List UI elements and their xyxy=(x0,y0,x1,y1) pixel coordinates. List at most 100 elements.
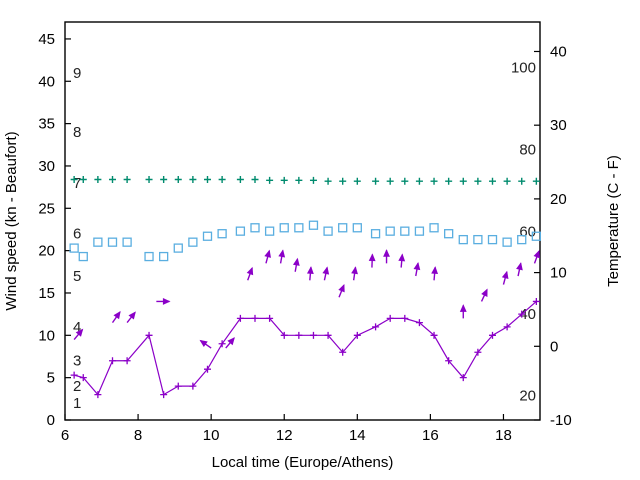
y-tick-label-left: 45 xyxy=(38,31,55,48)
pressure-point xyxy=(372,177,380,185)
y-tick-label-right: 30 xyxy=(550,117,567,134)
temperature-point xyxy=(144,251,154,262)
wind-speed-point xyxy=(489,331,496,339)
wind-arrow-head xyxy=(128,311,136,320)
wind-arrow xyxy=(351,266,358,281)
wind-arrow-head xyxy=(501,270,509,280)
wind-arrow-head xyxy=(431,266,439,275)
fahrenheit-label: 80 xyxy=(519,142,536,159)
x-tick-label: 8 xyxy=(134,427,142,444)
wind-speed-point xyxy=(280,331,288,339)
temperature-point xyxy=(414,226,425,236)
pressure-point xyxy=(123,176,131,184)
wind-speed-point xyxy=(236,314,244,322)
y-tick-label-left: 5 xyxy=(47,370,55,387)
beaufort-label: 2 xyxy=(73,378,81,395)
x-tick-label: 10 xyxy=(203,427,220,444)
wind-arrow-head xyxy=(338,284,345,293)
temperature-point xyxy=(217,229,227,239)
wind-arrow xyxy=(383,249,390,264)
wind-arrow xyxy=(322,266,330,281)
pressure-point xyxy=(174,176,182,184)
wind-speed-point xyxy=(251,314,259,322)
wind-speed-point xyxy=(474,348,482,356)
x-tick-label: 12 xyxy=(276,427,293,444)
wind-arrow-head xyxy=(227,337,235,346)
beaufort-label: 1 xyxy=(73,395,81,412)
pressure-point xyxy=(339,177,347,185)
beaufort-label: 9 xyxy=(73,65,81,82)
pressure-point xyxy=(309,176,317,184)
wind-arrow xyxy=(246,266,254,281)
wind-speed-point xyxy=(145,331,153,339)
wind-arrow-head xyxy=(278,249,286,258)
pressure-point xyxy=(160,176,168,184)
pressure-point xyxy=(189,176,197,184)
pressure-point xyxy=(532,177,540,185)
wind-arrow-head xyxy=(75,328,84,337)
temperature-point xyxy=(107,237,118,247)
wind-arrow xyxy=(73,328,84,341)
temperature-point xyxy=(235,226,246,236)
temperature-point xyxy=(188,237,198,247)
pressure-point xyxy=(70,176,78,184)
wind-arrow xyxy=(225,337,235,349)
wind-arrow xyxy=(199,339,212,349)
y-tick-label-right: 20 xyxy=(550,191,567,208)
wind-arrow-head xyxy=(162,298,171,305)
wind-speed-point xyxy=(189,382,197,390)
y-tick-label-right: 0 xyxy=(550,338,558,355)
wind-arrow-head xyxy=(459,304,467,312)
wind-speed-point xyxy=(401,314,409,322)
pressure-point xyxy=(459,177,467,185)
temperature-point xyxy=(250,223,260,233)
wind-arrow-head xyxy=(481,288,488,297)
wind-arrow xyxy=(459,304,467,319)
y-axis-left-ticks: 0 5 10 15 20 25 30 35 40 45 xyxy=(38,31,71,429)
y-tick-label-right: 10 xyxy=(550,265,567,282)
beaufort-label: 7 xyxy=(73,175,81,192)
y-tick-label-left: 25 xyxy=(38,200,55,217)
temperature-point xyxy=(444,229,454,239)
wind-arrow xyxy=(126,311,136,324)
wind-arrow-head xyxy=(383,249,390,257)
y-tick-label-left: 15 xyxy=(38,285,55,302)
wind-speed-point xyxy=(459,374,467,382)
temperature-point xyxy=(352,223,362,233)
pressure-point xyxy=(251,176,259,184)
pressure-point xyxy=(295,176,303,184)
pressure-point xyxy=(280,176,288,184)
wind-speed-line xyxy=(73,300,537,396)
wind-speed-point xyxy=(218,340,226,348)
wind-speed-point xyxy=(123,357,131,365)
series-temperature xyxy=(69,220,541,262)
wind-speed-point xyxy=(295,331,303,339)
wind-arrow-head xyxy=(351,266,358,275)
wind-speed-point xyxy=(430,331,438,339)
pressure-point xyxy=(324,177,332,185)
y-axis-left-title-group: Wind speed (kn - Beaufort) xyxy=(3,131,20,310)
beaufort-label: 8 xyxy=(73,124,81,141)
temperature-point xyxy=(458,234,468,245)
fahrenheit-label: 20 xyxy=(519,388,536,405)
wind-arrow-head xyxy=(398,253,406,262)
wind-arrow-head xyxy=(292,257,300,266)
wind-arrow-head xyxy=(413,262,421,271)
temperature-point xyxy=(78,251,88,262)
temperature-point xyxy=(308,220,319,230)
wind-arrow-head xyxy=(264,249,271,258)
y-tick-label-left: 10 xyxy=(38,327,55,344)
pressure-point xyxy=(145,176,153,184)
pressure-point xyxy=(109,176,116,184)
pressure-point xyxy=(266,176,274,184)
y-axis-left-title: Wind speed (kn - Beaufort) xyxy=(3,131,20,310)
wind-arrow xyxy=(264,249,271,264)
pressure-point xyxy=(474,177,482,185)
beaufort-scale-labels: 12 3 4 5 6 7 8 9 xyxy=(73,65,81,412)
y-tick-label-left: 0 xyxy=(47,412,55,429)
temperature-point xyxy=(385,226,395,236)
fahrenheit-label: 40 xyxy=(519,306,536,323)
pressure-point xyxy=(415,177,423,185)
